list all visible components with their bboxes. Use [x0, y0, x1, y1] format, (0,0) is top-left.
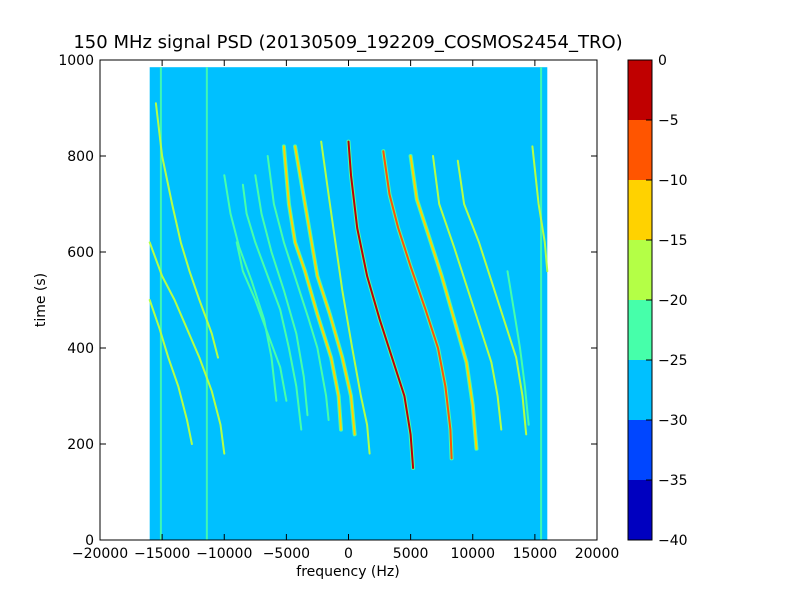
signal-trace-6 — [235, 241, 288, 402]
x-tick-label: 20000 — [575, 546, 620, 562]
colorbar-segment-3 — [628, 240, 652, 300]
x-tick-label: 5000 — [393, 546, 429, 562]
colorbar-segment-7 — [628, 480, 652, 540]
signal-trace-1 — [294, 145, 356, 436]
y-tick-label: 0 — [85, 533, 94, 549]
signal-trace-9 — [382, 150, 453, 460]
x-tick-label: −10000 — [196, 546, 252, 562]
y-axis-label: time (s) — [33, 273, 49, 327]
y-axis: 0 200 400 600 800 1000 — [58, 53, 597, 549]
plot-area — [99, 59, 598, 541]
x-axis-label: frequency (Hz) — [296, 564, 399, 580]
x-tick-label: 15000 — [513, 546, 558, 562]
signal-trace-11 — [432, 155, 503, 431]
chart-title: 150 MHz signal PSD (20130509_192209_COSM… — [73, 32, 622, 53]
y-tick-label: 200 — [67, 437, 94, 453]
colorbar-segment-6 — [628, 420, 652, 480]
signal-trace-10 — [409, 155, 478, 450]
colorbar-tick-label: −5 — [658, 113, 679, 129]
signal-trace-15 — [148, 299, 193, 445]
signal-trace-0 — [320, 140, 371, 455]
colorbar-tick-label: −15 — [658, 233, 688, 249]
y-tick-label: 1000 — [58, 53, 94, 69]
signal-trace-3 — [266, 155, 330, 421]
colorbar: 0 −5 −10 −15 −20 −25 −30 −35 −40 — [627, 53, 688, 549]
colorbar-tick-label: −10 — [658, 173, 688, 189]
signal-trace-13 — [148, 241, 226, 455]
colorbar-tick-label: 0 — [658, 53, 667, 69]
y-tick-label: 400 — [67, 341, 94, 357]
x-tick-label: 10000 — [450, 546, 495, 562]
signal-trace-12 — [456, 159, 528, 436]
x-tick-label: −5000 — [263, 546, 310, 562]
x-tick-label: −20000 — [72, 546, 128, 562]
colorbar-tick-label: −20 — [658, 293, 688, 309]
colorbar-segment-4 — [628, 300, 652, 360]
x-tick-label: −15000 — [134, 546, 190, 562]
heatmap — [148, 67, 549, 540]
colorbar-tick-label: −40 — [658, 533, 688, 549]
x-axis: −20000 −15000 −10000 −5000 0 5000 10000 15000 20… — [72, 60, 619, 562]
signal-trace-17 — [506, 270, 530, 426]
heatmap-background — [149, 67, 548, 540]
signal-trace-16 — [531, 145, 549, 273]
signal-trace-2 — [282, 145, 342, 431]
colorbar-tick-label: −25 — [658, 353, 688, 369]
y-tick-label: 800 — [67, 149, 94, 165]
colorbar-tick-label: −30 — [658, 413, 688, 429]
signal-trace-8 — [347, 140, 415, 469]
colorbar-tick-label: −35 — [658, 473, 688, 489]
signal-trace-5 — [241, 183, 303, 431]
colorbar-segment-5 — [628, 360, 652, 420]
signal-trace-4 — [254, 174, 309, 417]
signal-trace-14 — [154, 102, 219, 359]
colorbar-segment-1 — [628, 120, 652, 180]
y-tick-label: 600 — [67, 245, 94, 261]
colorbar-segment-0 — [628, 60, 652, 120]
signal-trace-7 — [223, 174, 278, 402]
x-tick-label: 0 — [344, 546, 353, 562]
colorbar-segment-2 — [628, 180, 652, 240]
